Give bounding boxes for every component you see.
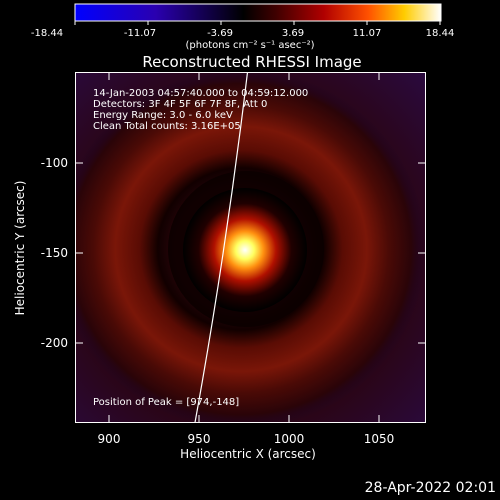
plot-area: 14-Jan-2003 04:57:40.000 to 04:59:12.000… — [75, 72, 426, 423]
timestamp: 28-Apr-2022 02:01 — [364, 480, 496, 496]
y-tick-label: -100 — [40, 156, 68, 170]
annotation-peak-position: Position of Peak = [974,-148] — [93, 397, 240, 408]
colorbar — [74, 3, 442, 25]
annotation-clean: Clean Total counts: 3.16E+05 — [93, 121, 241, 132]
colorbar-tick-label: 11.07 — [352, 28, 382, 39]
heatmap-source — [183, 188, 307, 312]
annotation-energy: Energy Range: 3.0 - 6.0 keV — [93, 110, 233, 121]
annotation-detectors: Detectors: 3F 4F 5F 6F 7F 8F, Att 0 — [93, 99, 268, 110]
colorbar-tick-label: 3.69 — [281, 28, 305, 39]
x-tick-label: 1000 — [273, 432, 305, 446]
x-tick-label: 1050 — [363, 432, 395, 446]
x-tick-label: 900 — [97, 432, 121, 446]
heatmap-image — [76, 73, 425, 422]
annotation-time: 14-Jan-2003 04:57:40.000 to 04:59:12.000 — [93, 88, 309, 99]
colorbar-tick-label: -11.07 — [123, 28, 157, 39]
colorbar-tick-label: -3.69 — [207, 28, 233, 39]
solar-limb — [194, 73, 249, 422]
y-tick-label: -150 — [40, 246, 68, 260]
colorbar-tick-label: 18.44 — [425, 28, 455, 39]
y-tick-label: -200 — [40, 336, 68, 350]
x-axis-label: Heliocentric X (arcsec) — [180, 447, 316, 461]
chart-title: Reconstructed RHESSI Image — [142, 53, 362, 71]
colorbar-tick-label: -18.44 — [30, 28, 64, 39]
y-axis-label: Heliocentric Y (arcsec) — [13, 180, 27, 316]
colorbar-gradient — [74, 3, 442, 22]
x-tick-label: 950 — [187, 432, 211, 446]
colorbar-units: (photons cm⁻² s⁻¹ asec⁻²) — [185, 40, 315, 51]
